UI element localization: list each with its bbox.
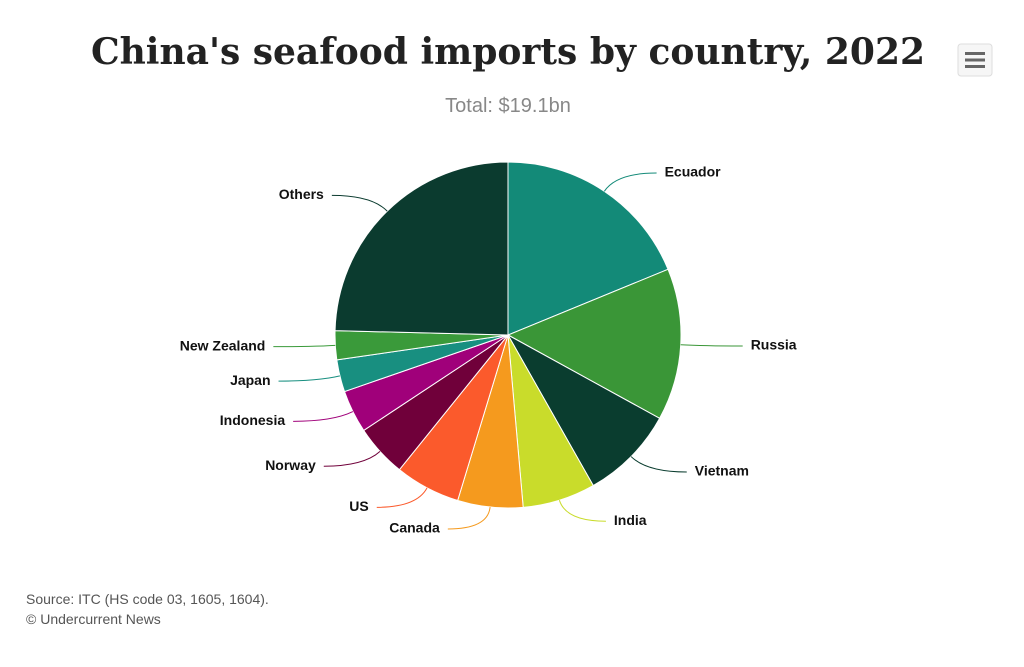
label-connector <box>331 194 388 212</box>
menu-icon-bar <box>965 52 985 55</box>
label-connector <box>630 456 687 473</box>
label-connector <box>558 500 606 522</box>
chart-title: China's seafood imports by country, 2022 <box>91 31 925 73</box>
slice-label: Vietnam <box>695 463 749 479</box>
slice-label: New Zealand <box>180 337 266 353</box>
slice-label: Indonesia <box>220 412 286 428</box>
slice-label: India <box>614 512 647 528</box>
slice-label: Japan <box>230 372 270 388</box>
menu-button[interactable] <box>957 43 993 77</box>
pie-slice <box>506 268 682 420</box>
pie-slice <box>506 333 661 487</box>
credit-line: © Undercurrent News <box>26 611 161 627</box>
label-connector <box>376 487 428 508</box>
label-connector <box>278 375 341 382</box>
chart-subtitle: Total: $19.1bn <box>445 95 571 117</box>
slice-label: Canada <box>389 520 440 536</box>
credit-line: Source: ITC (HS code 03, 1605, 1604). <box>26 591 269 607</box>
menu-icon-bar <box>965 58 985 62</box>
label-connector <box>680 344 743 347</box>
label-connector <box>273 344 336 348</box>
label-connector <box>323 451 381 467</box>
pie-slice <box>507 161 669 336</box>
label-connector <box>447 507 491 530</box>
label-connector <box>293 411 354 422</box>
slice-label: Russia <box>751 337 797 353</box>
slice-label: Norway <box>265 457 316 473</box>
menu-icon-bar <box>965 65 985 68</box>
slice-label: US <box>349 498 368 514</box>
slice-label: Ecuador <box>665 164 722 180</box>
pie-slice <box>334 161 509 336</box>
slice-label: Others <box>279 186 324 202</box>
label-connector <box>603 172 657 192</box>
